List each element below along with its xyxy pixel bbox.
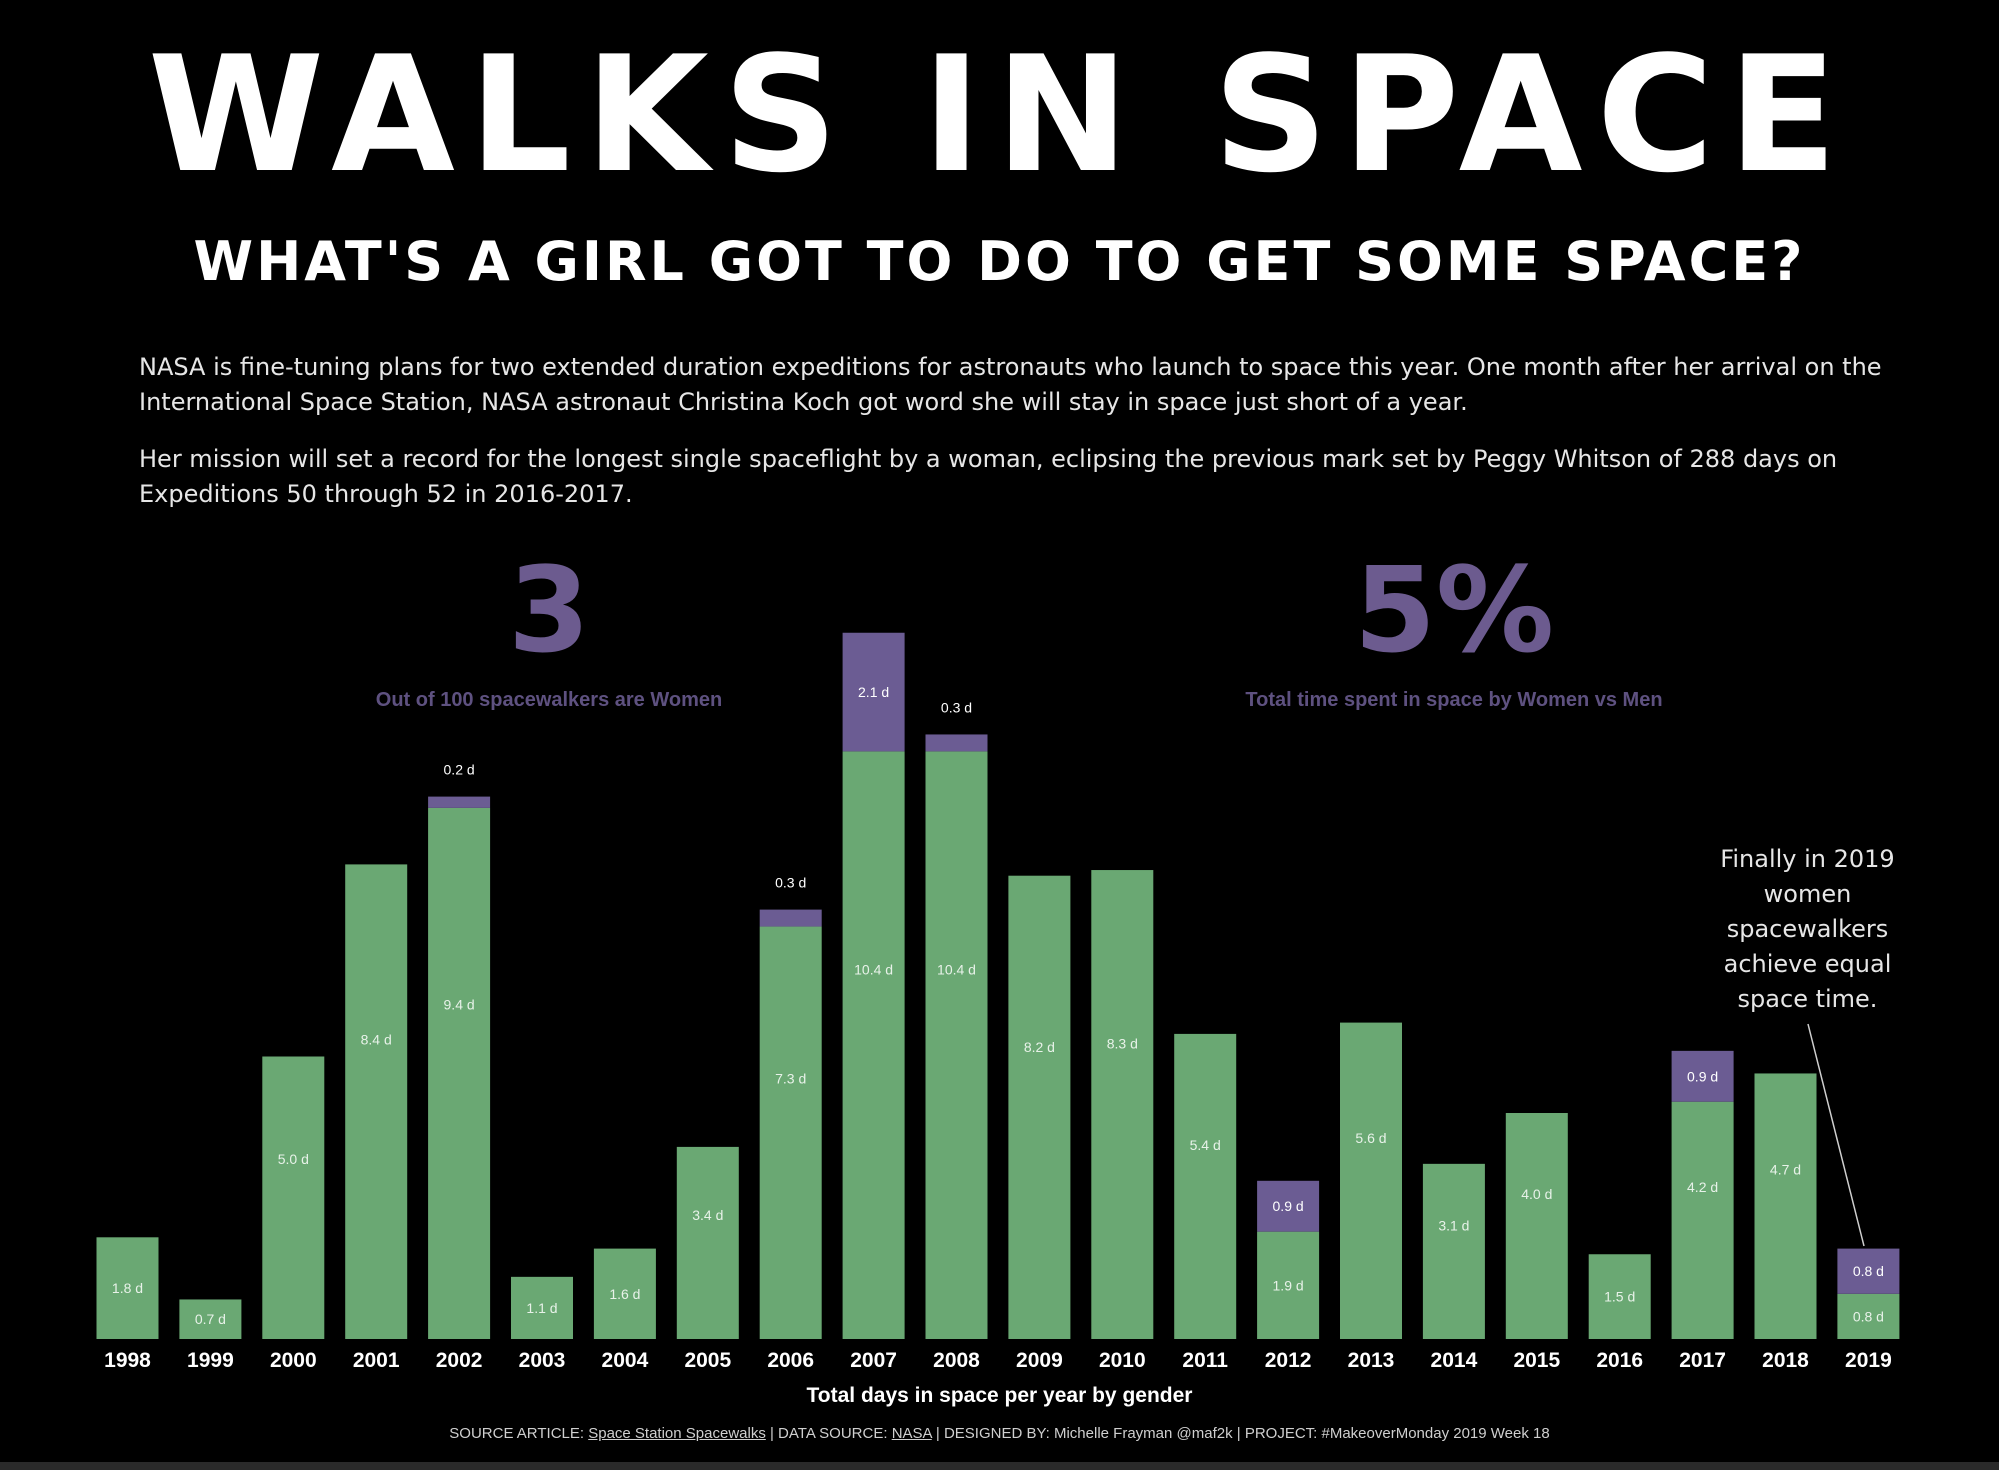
footer-data-source-label: | DATA SOURCE: (765, 1425, 892, 1442)
bottom-bar (0, 1462, 1999, 1470)
data-label-men-2014: 3.1 d (1438, 1217, 1469, 1233)
data-label-men-2001: 8.4 d (361, 1032, 392, 1048)
data-label-men-2016: 1.5 d (1604, 1289, 1635, 1305)
bar-men-2007 (842, 751, 905, 1339)
x-tick-label-2005: 2005 (684, 1349, 731, 1372)
x-tick-label-2002: 2002 (436, 1349, 483, 1372)
data-label-women-2002: 0.2 d (444, 762, 475, 778)
bar-women-2002 (428, 796, 491, 808)
kpi-time-share-value: 5% (1353, 541, 1555, 679)
x-tick-label-2006: 2006 (767, 1349, 814, 1372)
annotation-pointer-line (1807, 1023, 1865, 1247)
kpi-spacewalkers-value: 3 (507, 541, 591, 679)
intro-paragraph-2: Her mission will set a record for the lo… (139, 445, 1838, 508)
bar-women-2017 (1671, 1050, 1734, 1102)
data-label-women-2012: 0.9 d (1273, 1198, 1304, 1214)
data-label-men-2006: 7.3 d (775, 1070, 806, 1086)
data-label-men-2005: 3.4 d (692, 1207, 723, 1223)
x-tick-label-2004: 2004 (602, 1349, 649, 1372)
x-tick-label-2013: 2013 (1348, 1349, 1395, 1372)
x-tick-label-2016: 2016 (1596, 1349, 1643, 1372)
footer-source-article-label: SOURCE ARTICLE: (449, 1425, 589, 1442)
bar-men-2003 (511, 1276, 573, 1339)
data-source-link[interactable]: NASA (891, 1425, 932, 1442)
data-label-men-2010: 8.3 d (1107, 1035, 1138, 1051)
x-tick-label-1999: 1999 (187, 1349, 234, 1372)
data-label-men-2004: 1.6 d (609, 1286, 640, 1302)
x-tick-label-1998: 1998 (104, 1349, 151, 1372)
data-label-women-2007: 2.1 d (858, 684, 889, 700)
x-tick-label-2014: 2014 (1431, 1349, 1478, 1372)
x-tick-label-2007: 2007 (850, 1349, 897, 1372)
data-label-men-2015: 4.0 d (1521, 1186, 1552, 1202)
kpi-spacewalkers-label: Out of 100 spacewalkers are Women (375, 689, 723, 711)
bar-men-2011 (1174, 1033, 1237, 1339)
bar-men-2006 (759, 926, 822, 1339)
data-label-men-2018: 4.7 d (1770, 1161, 1801, 1177)
bar-women-2008 (925, 734, 988, 752)
data-label-men-2011: 5.4 d (1190, 1137, 1221, 1153)
bar-women-2012 (1257, 1180, 1320, 1232)
x-tick-label-2019: 2019 (1845, 1349, 1892, 1372)
data-label-men-2019: 0.8 d (1853, 1308, 1884, 1324)
bar-men-2010 (1091, 870, 1154, 1339)
x-tick-label-2017: 2017 (1679, 1349, 1726, 1372)
bar-men-2004 (593, 1248, 656, 1339)
intro-paragraph-1: NASA is fine-tuning plans for two extend… (139, 353, 1882, 416)
bar-men-2009 (1008, 875, 1071, 1339)
bar-men-1999 (179, 1299, 242, 1339)
bar-men-2000 (262, 1056, 325, 1339)
bar-men-2013 (1340, 1022, 1402, 1339)
source-article-link[interactable]: Space Station Spacewalks (588, 1425, 766, 1442)
data-label-men-2012: 1.9 d (1273, 1277, 1304, 1293)
data-label-men-2002: 9.4 d (444, 997, 475, 1013)
x-axis-title: Total days in space per year by gender (806, 1384, 1193, 1407)
bar-men-2012 (1257, 1231, 1320, 1339)
footer-credits: SOURCE ARTICLE: Space Station Spacewalks… (0, 1424, 1999, 1444)
data-label-men-1998: 1.8 d (112, 1280, 143, 1296)
data-label-men-2000: 5.0 d (278, 1151, 309, 1167)
bar-men-2017 (1671, 1101, 1734, 1339)
bar-men-2018 (1754, 1073, 1817, 1339)
data-label-women-2008: 0.3 d (941, 699, 972, 715)
bar-women-2019 (1837, 1248, 1900, 1294)
bar-men-2016 (1588, 1254, 1651, 1339)
x-tick-label-2003: 2003 (519, 1349, 566, 1372)
kpi-time-share-label: Total time spent in space by Women vs Me… (1245, 689, 1663, 711)
x-tick-label-2000: 2000 (270, 1349, 317, 1372)
bar-men-2015 (1505, 1113, 1568, 1339)
data-label-women-2017: 0.9 d (1687, 1068, 1718, 1084)
x-tick-label-2015: 2015 (1513, 1349, 1560, 1372)
x-tick-label-2001: 2001 (353, 1349, 400, 1372)
data-label-men-2007: 10.4 d (854, 962, 893, 978)
bar-women-2006 (759, 909, 822, 927)
data-label-men-2009: 8.2 d (1024, 1039, 1055, 1055)
bar-women-2007 (842, 632, 905, 752)
data-label-men-2008: 10.4 d (937, 962, 976, 978)
x-tick-label-2018: 2018 (1762, 1349, 1809, 1372)
bar-men-2001 (345, 864, 408, 1339)
page-subtitle: WHAT'S A GIRL GOT TO DO TO GET SOME SPAC… (193, 230, 1806, 293)
bar-men-2014 (1422, 1163, 1485, 1339)
data-label-women-2006: 0.3 d (775, 875, 806, 891)
data-label-men-2013: 5.6 d (1355, 1130, 1386, 1146)
data-label-men-1999: 0.7 d (195, 1311, 226, 1327)
data-label-men-2003: 1.1 d (526, 1300, 557, 1316)
data-label-women-2019: 0.8 d (1853, 1263, 1884, 1279)
bar-men-2019 (1837, 1293, 1900, 1339)
bar-men-2008 (925, 751, 988, 1339)
page-title: WALKS IN SPACE (147, 21, 1852, 208)
x-tick-label-2008: 2008 (933, 1349, 980, 1372)
x-tick-label-2012: 2012 (1265, 1349, 1312, 1372)
annotation-2019: Finally in 2019 women spacewalkers achie… (1720, 845, 1895, 1013)
x-tick-label-2010: 2010 (1099, 1349, 1146, 1372)
footer-rest: | DESIGNED BY: Michelle Frayman @maf2k |… (931, 1425, 1550, 1442)
x-tick-label-2009: 2009 (1016, 1349, 1063, 1372)
data-label-men-2017: 4.2 d (1687, 1179, 1718, 1195)
bar-men-2005 (676, 1146, 739, 1339)
bar-men-2002 (428, 807, 491, 1339)
x-tick-label-2011: 2011 (1182, 1349, 1228, 1372)
bar-men-1998 (96, 1237, 159, 1339)
